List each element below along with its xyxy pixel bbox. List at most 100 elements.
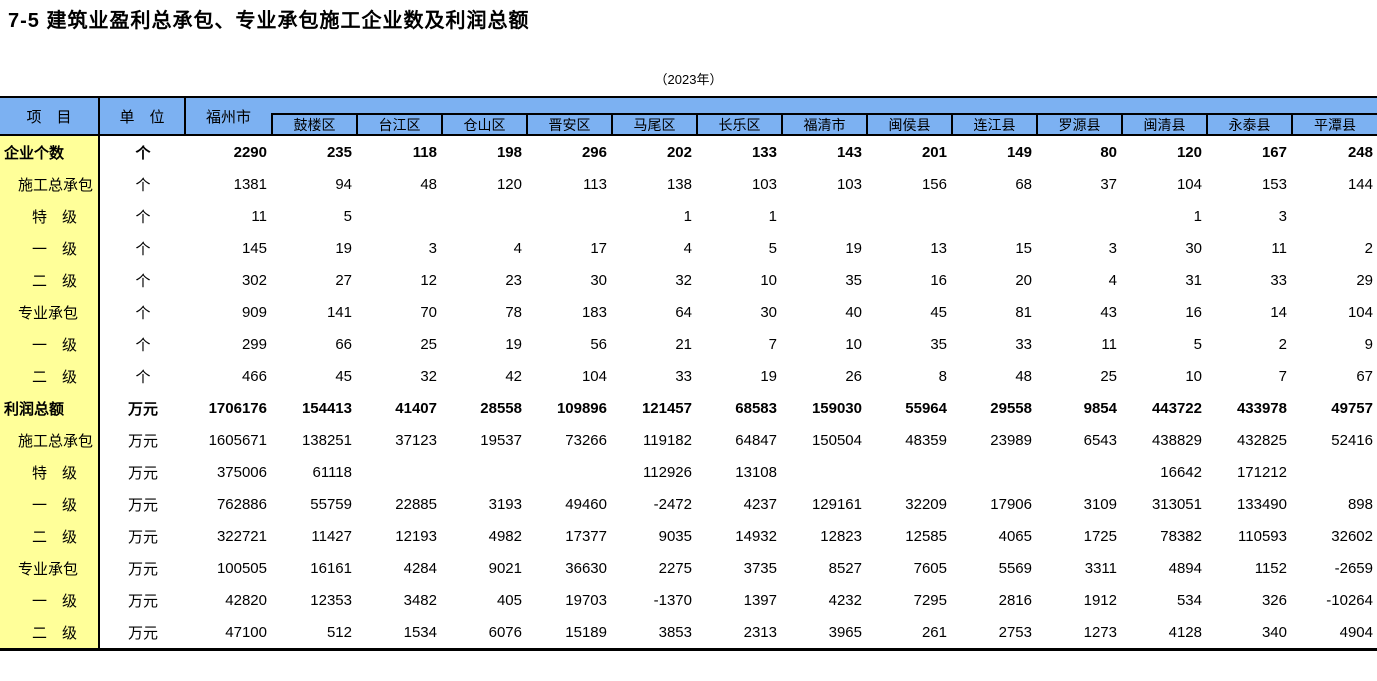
- unit-cell: 万元: [127, 464, 158, 482]
- value-cell: 3965: [828, 623, 862, 641]
- header-district-cell: 闽侯县: [866, 98, 951, 134]
- row-label-cell: 一 级: [0, 232, 100, 264]
- value-cell: 8: [938, 367, 947, 385]
- value-cell: 13108: [735, 463, 777, 481]
- value-cell: 1605671: [208, 431, 267, 449]
- value-cell: 1: [1193, 207, 1202, 225]
- value-cell: 19: [845, 239, 862, 257]
- row-label-cell: 一 级: [0, 584, 100, 616]
- value-cell: 35: [930, 335, 947, 353]
- header-district-label: 长乐区: [696, 113, 781, 134]
- value-cell: 48: [420, 175, 437, 193]
- value-cell: 326: [1261, 591, 1287, 609]
- row-label-cell: 利润总额: [0, 392, 100, 424]
- value-cell: 1534: [403, 623, 437, 641]
- value-cell: 119182: [643, 431, 692, 449]
- header-district-cell: 长乐区: [696, 98, 781, 134]
- value-cell: 4: [683, 239, 692, 257]
- value-cell: 55759: [310, 495, 352, 513]
- value-cell: 133490: [1236, 495, 1287, 513]
- value-cell: 4065: [998, 527, 1032, 545]
- year-subtitle: （2023年）: [654, 72, 723, 87]
- value-cell: 33: [1270, 271, 1287, 289]
- value-cell: 30: [1185, 239, 1202, 257]
- value-cell: 23: [505, 271, 522, 289]
- value-cell: 3: [1108, 239, 1117, 257]
- table-row: 一 级 个 299 66 25 19 56 21 7 10 35 33 11 5 2 9: [0, 328, 1377, 360]
- unit-cell: 个: [135, 176, 151, 194]
- value-cell: 29: [1356, 271, 1373, 289]
- value-cell: 37: [1100, 175, 1117, 193]
- unit-cell: 个: [135, 144, 151, 162]
- value-cell: 438829: [1151, 431, 1202, 449]
- value-cell: 80: [1100, 143, 1117, 161]
- header-district-label: 永泰县: [1206, 113, 1291, 134]
- value-cell: 6076: [488, 623, 522, 641]
- row-label-cell: 二 级: [0, 264, 100, 296]
- table-row: 一 级 万元 762886 55759 22885 3193 49460 -2472 4237 1…: [0, 488, 1377, 520]
- value-cell: 56: [590, 335, 607, 353]
- unit-cell: 个: [135, 240, 151, 258]
- value-cell: 110593: [1238, 527, 1287, 545]
- value-cell: 48359: [905, 431, 947, 449]
- value-cell: 19: [505, 335, 522, 353]
- value-cell: 40: [845, 303, 862, 321]
- unit-cell: 个: [135, 304, 151, 322]
- value-cell: 17: [590, 239, 607, 257]
- value-cell: 52416: [1331, 431, 1373, 449]
- value-cell: [866, 200, 951, 232]
- statistics-table: 项 目 单 位 福州市 鼓楼区 台江区 仓山区 晋安区 马尾区 长乐区 福清市 闽侯县 连江县罗…: [0, 96, 1377, 651]
- header-district-cell: 鼓楼区: [271, 98, 356, 134]
- value-cell: 103: [836, 175, 862, 193]
- value-cell: 94: [335, 175, 352, 193]
- value-cell: 150504: [811, 431, 862, 449]
- table-row: 特 级 万元 375006 61118 112926 13108 16642 171212: [0, 456, 1377, 488]
- header-district-label: 福清市: [781, 113, 866, 134]
- value-cell: 10: [845, 335, 862, 353]
- value-cell: 296: [581, 143, 607, 161]
- value-cell: 133: [751, 143, 777, 161]
- page-title: 7-5 建筑业盈利总承包、专业承包施工企业数及利润总额: [8, 10, 530, 32]
- value-cell: 432825: [1236, 431, 1287, 449]
- unit-cell: 万元: [127, 528, 158, 546]
- row-label-cell: 专业承包: [0, 552, 100, 584]
- value-cell: 78382: [1160, 527, 1202, 545]
- value-cell: 16: [930, 271, 947, 289]
- value-cell: -2659: [1334, 559, 1373, 577]
- value-cell: 5: [343, 207, 352, 225]
- value-cell: 138: [666, 175, 692, 193]
- row-label-cell: 施工总承包: [0, 424, 100, 456]
- value-cell: 81: [1015, 303, 1032, 321]
- value-cell: 11: [1101, 335, 1117, 353]
- value-cell: 5: [768, 239, 777, 257]
- value-cell: 27: [335, 271, 352, 289]
- value-cell: 121457: [641, 399, 692, 417]
- value-cell: 16161: [310, 559, 352, 577]
- value-cell: 35: [845, 271, 862, 289]
- value-cell: 156: [921, 175, 947, 193]
- value-cell: 66: [335, 335, 352, 353]
- value-cell: 2275: [658, 559, 692, 577]
- value-cell: 3: [428, 239, 437, 257]
- value-cell: 466: [241, 367, 267, 385]
- value-cell: 30: [590, 271, 607, 289]
- value-cell: 30: [760, 303, 777, 321]
- unit-cell: 个: [135, 368, 151, 386]
- value-cell: 118: [412, 143, 437, 161]
- value-cell: 36630: [565, 559, 607, 577]
- value-cell: 143: [836, 143, 862, 161]
- value-cell: 12823: [820, 527, 862, 545]
- value-cell: [1036, 200, 1121, 232]
- value-cell: 313051: [1151, 495, 1202, 513]
- unit-cell: 个: [135, 208, 151, 226]
- table-row: 施工总承包 万元 1605671 138251 37123 19537 73266 11918…: [0, 424, 1377, 456]
- value-cell: 4: [1108, 271, 1117, 289]
- value-cell: 28558: [480, 399, 522, 417]
- value-cell: 19703: [565, 591, 607, 609]
- value-cell: 299: [241, 335, 267, 353]
- value-cell: 405: [496, 591, 522, 609]
- value-cell: 9854: [1083, 399, 1117, 417]
- header-district-label: 连江县: [951, 113, 1036, 134]
- value-cell: 17906: [990, 495, 1032, 513]
- value-cell: 8527: [828, 559, 862, 577]
